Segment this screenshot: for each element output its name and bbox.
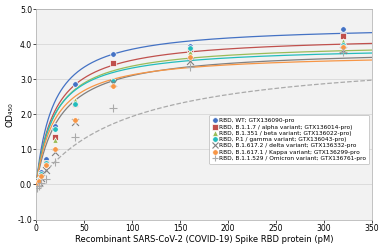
Point <box>43 163 49 167</box>
Point <box>72 120 78 124</box>
Y-axis label: OD₄₅₀: OD₄₅₀ <box>5 102 15 127</box>
Point <box>52 127 59 131</box>
Point <box>340 48 346 52</box>
Point <box>187 56 193 60</box>
Point <box>340 50 346 54</box>
Point <box>34 181 40 185</box>
Point <box>38 173 44 177</box>
Point <box>43 162 49 166</box>
Point <box>38 176 44 180</box>
Point <box>38 172 44 176</box>
Point <box>72 82 78 86</box>
Point <box>187 50 193 54</box>
Point <box>187 44 193 48</box>
Point <box>52 138 59 141</box>
Point <box>72 135 78 139</box>
Point <box>35 177 42 181</box>
Point <box>110 84 116 87</box>
Point <box>340 28 346 32</box>
Point <box>340 34 346 38</box>
Point <box>187 46 193 50</box>
Point <box>187 59 193 63</box>
Point <box>35 179 42 183</box>
Point <box>38 181 44 185</box>
Point <box>110 81 116 85</box>
Point <box>340 43 346 47</box>
Point <box>34 181 40 185</box>
Point <box>52 147 59 151</box>
Point <box>35 179 42 183</box>
Point <box>340 39 346 43</box>
Point <box>34 181 40 185</box>
Point <box>43 177 49 181</box>
Point <box>52 135 59 139</box>
Point <box>43 168 49 172</box>
Point <box>52 160 59 164</box>
Point <box>35 178 42 182</box>
Point <box>110 80 116 84</box>
Point <box>38 174 44 178</box>
Point <box>34 181 40 185</box>
Point <box>43 162 49 166</box>
Point <box>110 52 116 56</box>
Point <box>187 65 193 69</box>
Point <box>110 79 116 83</box>
Point <box>34 186 40 190</box>
Point <box>72 102 78 106</box>
Point <box>110 106 116 110</box>
Point <box>34 181 40 185</box>
Point <box>110 62 116 66</box>
Point <box>52 150 59 154</box>
Point <box>35 180 42 184</box>
Point <box>72 118 78 122</box>
Point <box>187 48 193 52</box>
Point <box>38 172 44 176</box>
X-axis label: Recombinant SARS-CoV-2 (COVID-19) Spike RBD protein (pM): Recombinant SARS-CoV-2 (COVID-19) Spike … <box>75 236 333 244</box>
Point <box>38 170 44 174</box>
Point <box>340 45 346 49</box>
Point <box>43 157 49 161</box>
Point <box>72 102 78 106</box>
Point <box>35 184 42 188</box>
Point <box>34 181 40 185</box>
Point <box>52 124 59 128</box>
Point <box>35 179 42 183</box>
Point <box>43 161 49 165</box>
Legend: RBD, WT; GTX136090-pro, RBD, B.1.1.7 / alpha variant; GTX136014-pro), RBD, B.1.3: RBD, WT; GTX136090-pro, RBD, B.1.1.7 / a… <box>209 115 369 164</box>
Point <box>72 98 78 102</box>
